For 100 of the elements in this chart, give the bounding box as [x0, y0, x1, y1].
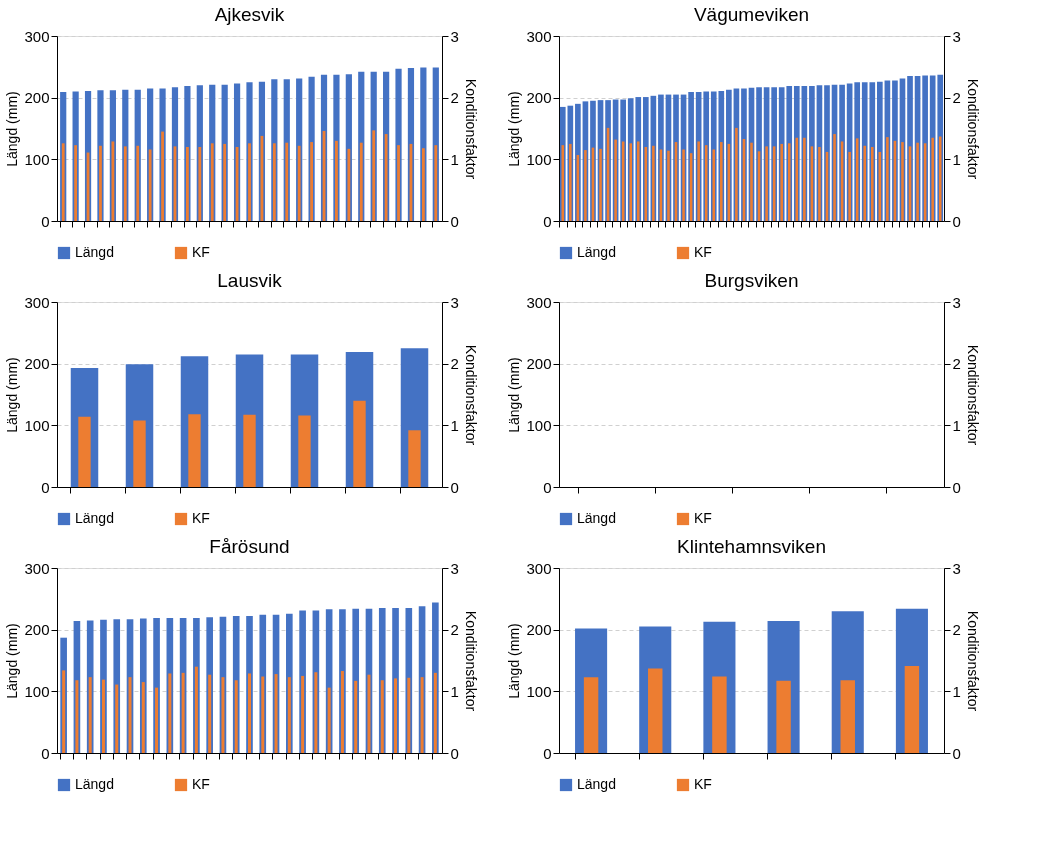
legend-label: KF [694, 510, 712, 526]
bar [904, 666, 920, 753]
bar [931, 137, 934, 221]
legend-label: Längd [75, 776, 114, 792]
bar [186, 147, 189, 221]
bar [397, 145, 400, 221]
y-tick-label: 200 [24, 621, 50, 639]
chart-title: Vägumeviken [693, 4, 810, 25]
bar [780, 143, 783, 221]
y-tick-label: 200 [526, 89, 552, 107]
bar [234, 680, 238, 753]
bar [407, 677, 411, 753]
bar [248, 673, 251, 753]
y2-axis-title: Konditionsfaktor [462, 78, 479, 180]
bar [735, 127, 738, 221]
bar [720, 142, 723, 221]
bar [901, 142, 904, 221]
y2-tick-label: 2 [952, 621, 961, 639]
bar [314, 672, 318, 753]
bar [161, 131, 164, 221]
bar [697, 141, 700, 221]
bar [394, 678, 398, 753]
legend-label: Längd [577, 776, 616, 792]
bar [886, 137, 889, 221]
bar [367, 674, 371, 753]
bar [652, 145, 655, 221]
bar [78, 416, 91, 487]
bar [776, 680, 791, 753]
y2-tick-label: 2 [450, 621, 459, 639]
legend-label: KF [192, 510, 210, 526]
y-tick-label: 300 [526, 293, 552, 311]
y2-tick-label: 0 [450, 212, 459, 230]
y2-tick-label: 1 [952, 682, 961, 700]
bar [198, 147, 202, 221]
bar [569, 143, 572, 221]
bar [408, 430, 421, 487]
bar [327, 687, 331, 753]
bar [297, 145, 301, 221]
bar [248, 143, 251, 221]
y2-tick-label: 2 [952, 355, 961, 373]
chart-title: Burgsviken [704, 270, 799, 291]
bar [750, 142, 753, 221]
bar [62, 670, 66, 753]
bar [629, 143, 632, 221]
bar [188, 414, 201, 487]
bar [848, 151, 851, 221]
bar [614, 139, 617, 221]
bar [840, 680, 855, 753]
y2-axis-title: Konditionsfaktor [462, 610, 479, 712]
bar [384, 134, 388, 221]
y-axis-title: Längd (mm) [4, 357, 21, 433]
bar [287, 677, 291, 753]
y2-tick-label: 0 [952, 478, 961, 496]
bar [133, 420, 146, 487]
bar [434, 145, 438, 221]
y2-tick-label: 2 [952, 89, 961, 107]
y2-tick-label: 0 [450, 744, 459, 762]
y2-tick-label: 3 [952, 559, 961, 577]
y2-axis-title: Konditionsfaktor [964, 78, 981, 180]
y-tick-label: 200 [526, 355, 552, 373]
bar [712, 676, 727, 753]
legend-label: Längd [75, 510, 114, 526]
bar [61, 143, 65, 221]
bar [243, 414, 256, 487]
legend-label: KF [192, 244, 210, 260]
y-tick-label: 200 [24, 89, 50, 107]
bar [261, 676, 265, 753]
y-tick-label: 200 [24, 355, 50, 373]
y-tick-label: 300 [526, 559, 552, 577]
bar [833, 134, 836, 221]
y-tick-label: 200 [526, 621, 552, 639]
legend-label: KF [694, 776, 712, 792]
bar [353, 400, 366, 487]
bar [354, 680, 358, 753]
y-tick-label: 0 [543, 478, 552, 496]
legend-label: KF [192, 776, 210, 792]
bar [818, 147, 821, 221]
y2-axis-title: Konditionsfaktor [964, 610, 981, 712]
y-tick-label: 100 [24, 150, 50, 168]
y-tick-label: 0 [543, 212, 552, 230]
bar [155, 687, 159, 753]
y-tick-label: 100 [24, 682, 50, 700]
bar [168, 673, 172, 753]
bar [372, 130, 376, 221]
y2-tick-label: 0 [952, 212, 961, 230]
bar [115, 684, 119, 753]
legend-label: Längd [75, 244, 114, 260]
y-tick-label: 0 [543, 744, 552, 762]
y-axis-title: Längd (mm) [506, 357, 523, 433]
y2-tick-label: 3 [450, 559, 459, 577]
bar [223, 143, 227, 221]
y2-tick-label: 0 [450, 478, 459, 496]
bar [208, 674, 212, 753]
y2-tick-label: 1 [952, 150, 961, 168]
bar [916, 142, 919, 221]
y-axis-title: Längd (mm) [506, 91, 523, 167]
y-tick-label: 0 [41, 212, 50, 230]
bar [111, 141, 115, 221]
y-tick-label: 300 [24, 27, 50, 45]
bar [648, 668, 663, 753]
